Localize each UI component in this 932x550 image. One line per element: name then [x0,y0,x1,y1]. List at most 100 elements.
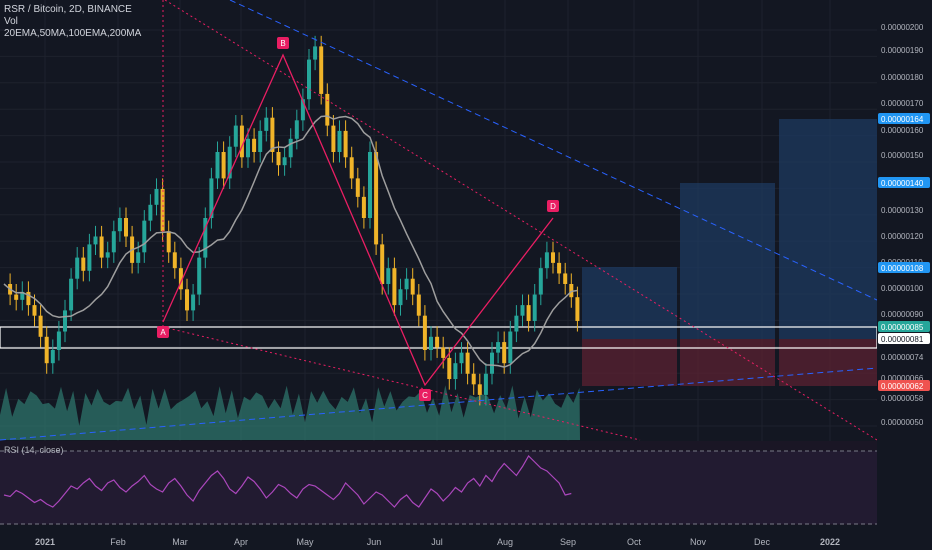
candle-body [75,257,80,279]
pattern-label-box [157,326,169,338]
pattern-label-box [419,389,431,401]
candle-body [288,138,293,158]
rsi-band [0,451,877,524]
candle-body [538,268,543,295]
candle-body [178,268,183,290]
candle-body [331,125,336,152]
candle-body [227,146,232,179]
candle-body [166,231,171,253]
price-tick: 0.00000090 [881,310,924,319]
candle-body [63,310,67,332]
candle-body [252,138,257,152]
candle-body [154,188,159,205]
candle-body [264,117,269,131]
price-tag [878,113,930,124]
candle-body [300,99,305,121]
candle-body [81,257,86,271]
target-box [680,183,775,339]
candle-body [496,342,501,353]
price-tick: 0.00000074 [881,353,924,362]
pattern-overlay: A B C D [157,37,559,401]
price-tag [878,177,930,188]
candle-body [551,252,555,263]
candle-body [221,152,226,179]
price-tick: 0.00000050 [881,418,924,427]
candle-body [87,244,92,271]
ma-label: 20EMA,50MA,100EMA,200MA [4,28,142,39]
price-tag [878,333,930,344]
candle-body [209,178,214,218]
price-axis-bg [877,0,932,550]
candle-body [368,152,372,218]
candle-body [185,289,189,311]
time-tick: Aug [497,537,513,547]
price-tick: 0.00000190 [881,46,924,55]
candle-body [117,218,122,232]
price-tick: 0.00000200 [881,23,924,32]
price-tag [878,380,930,391]
candle-body [343,130,348,158]
candle-body [38,315,43,337]
trend-lines [0,0,878,441]
candle-body [313,46,318,60]
candle-body [215,152,220,179]
candle-body [124,218,128,237]
candle-body [471,373,476,385]
red-trend-line-2 [162,326,641,441]
candle-body [26,291,31,306]
price-axis: 0.00000200 0.00000190 0.00000180 0.00000170… [877,0,932,550]
resistance-line [229,0,878,301]
volume-label: Vol [4,16,18,27]
price-tick: 0.00000170 [881,99,924,108]
candle-body [514,315,519,332]
time-tick: Feb [110,537,126,547]
candle-body [502,342,507,364]
candle-body [459,352,464,364]
candle-body [111,231,116,253]
candle-body [282,157,287,166]
volume-fill [0,385,580,440]
price-tag-label: 0.00000140 [881,179,924,188]
time-tick: Nov [690,537,707,547]
candle-body [447,357,452,380]
candle-body [429,336,433,350]
candle-body [294,120,299,139]
time-axis: 2021 Feb Mar Apr May Jun Jul Aug Sep Oct Nov Dec 202… [0,532,932,550]
pattern-label: D [550,202,556,211]
target-box [779,119,877,339]
candle-body [349,157,354,179]
time-tick: Dec [754,537,771,547]
candle-body [508,331,513,364]
candle-body [380,244,385,284]
candle-body [44,336,49,364]
candle-body [197,257,202,295]
chart-legend: RSR / Bitcoin, 2D, BINANCE Vol 20EMA,50M… [4,4,141,40]
candle-body [142,220,147,253]
time-tick: 2022 [820,537,840,547]
candle-body [20,291,25,300]
pattern-label-box [277,37,289,49]
candle-body [276,152,281,166]
candle-body [398,289,403,306]
candle-body [416,294,421,316]
rsi-title: RSI (14, close) [4,445,64,455]
candle-body [477,384,482,395]
candle-body [69,278,74,311]
candle-body [14,294,19,300]
candle-body [575,297,580,321]
ma-line [3,115,578,368]
candle-body [99,236,104,258]
price-tag-label: 0.00000062 [881,382,924,391]
time-axis-bg [0,532,932,550]
time-tick: Mar [172,537,188,547]
volume-area [0,385,580,440]
price-tick: 0.00000150 [881,151,924,160]
price-tag-label: 0.00000164 [881,115,924,124]
stop-box [680,339,775,386]
candle-body [404,278,409,290]
candle-body [520,305,525,316]
symbol-title: RSR / Bitcoin, 2D, BINANCE [4,4,132,15]
candle-body [490,352,494,374]
stop-box [779,339,877,386]
